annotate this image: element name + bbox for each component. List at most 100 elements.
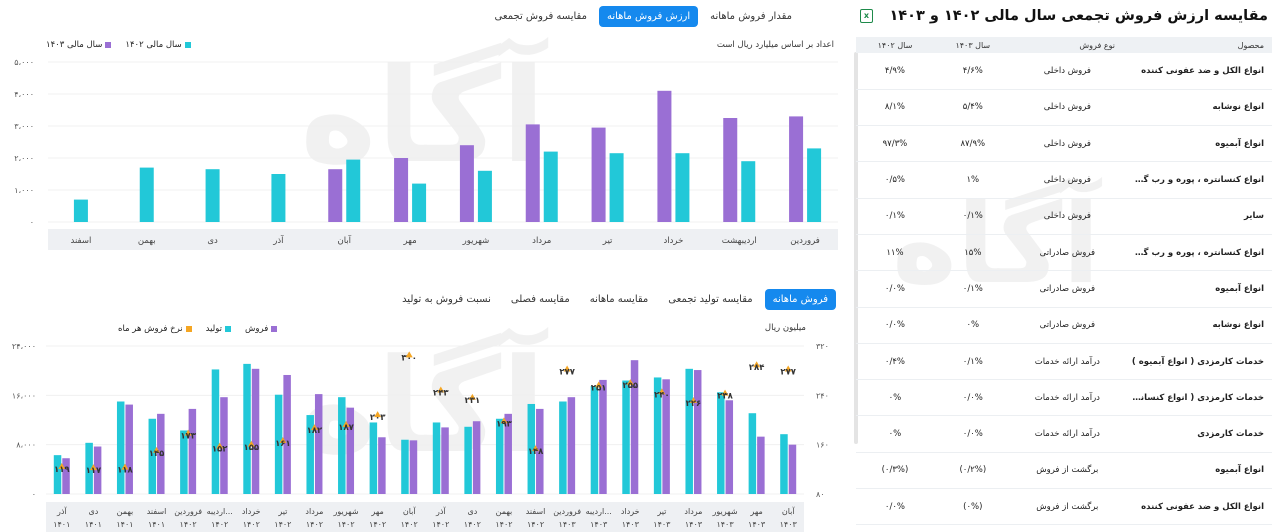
table-row[interactable]: انواع الکل و ضد عفونی کننده فروش داخلی ۴/۶… xyxy=(856,53,1272,90)
bar-1402[interactable] xyxy=(807,148,822,222)
table-row[interactable]: انواع نوشابه فروش صادراتی ۰% ۰/۰% xyxy=(856,307,1272,344)
bar-1403[interactable] xyxy=(459,145,474,222)
bar-1403[interactable] xyxy=(591,127,606,222)
bar-production[interactable] xyxy=(243,363,251,494)
col-header-1403[interactable]: سال ۱۴۰۳ xyxy=(933,37,1012,53)
bar-1403[interactable] xyxy=(394,158,409,222)
legend-item-rate[interactable]: نرخ فروش هر ماه xyxy=(118,324,192,334)
rate-marker[interactable] xyxy=(247,440,255,447)
bar-1403[interactable] xyxy=(789,116,804,222)
table-row[interactable]: انواع آبمیوه فروش صادراتی ۰/۱% ۰/۰% xyxy=(856,270,1272,308)
bar-production[interactable] xyxy=(274,394,283,494)
bar-sales[interactable] xyxy=(283,374,291,494)
bar-sales[interactable] xyxy=(346,407,355,494)
table-row[interactable]: انواع الکل و ضد عفونی کننده برگشت از فروش… xyxy=(856,488,1272,526)
bar-sales[interactable] xyxy=(662,379,670,494)
bottom-tab-4[interactable]: نسبت فروش به تولید xyxy=(402,294,491,305)
bar-1402[interactable] xyxy=(73,199,88,222)
rate-marker[interactable] xyxy=(468,393,476,400)
table-row[interactable]: خدمات کارمزدی درآمد ارائه خدمات ۰/۰% ۰% xyxy=(856,415,1272,453)
bar-production[interactable] xyxy=(148,418,157,494)
col-header-product[interactable]: محصول xyxy=(1122,37,1272,53)
table-row[interactable]: خدمات کارمزدی ( انواع آبمیوه ) درآمد ارائ… xyxy=(856,343,1272,381)
bar-production[interactable] xyxy=(85,442,93,494)
rate-marker[interactable] xyxy=(721,389,729,396)
bar-production[interactable] xyxy=(717,392,725,494)
bottom-tab-2[interactable]: مقایسه ماهانه xyxy=(589,294,649,305)
bar-sales[interactable] xyxy=(757,436,765,494)
bar-production[interactable] xyxy=(685,368,693,494)
bottom-tab-0[interactable]: فروش ماهانه xyxy=(764,289,836,310)
bar-production[interactable] xyxy=(306,415,314,494)
bar-1402[interactable] xyxy=(675,153,690,222)
rate-marker[interactable] xyxy=(689,396,697,403)
bar-production[interactable] xyxy=(338,397,346,494)
rate-marker[interactable] xyxy=(58,462,66,469)
bar-sales[interactable] xyxy=(725,400,734,494)
col-header-sale-type[interactable]: نوع فروش xyxy=(1011,37,1123,53)
bar-production[interactable] xyxy=(211,369,220,494)
bar-production[interactable] xyxy=(401,439,409,494)
bar-production[interactable] xyxy=(780,434,788,494)
rate-marker[interactable] xyxy=(532,445,540,452)
legend-item-1403[interactable]: سال مالی ۱۴۰۳ xyxy=(46,40,112,50)
bar-1402[interactable] xyxy=(139,167,154,222)
excel-export-icon[interactable]: x xyxy=(860,9,873,23)
bar-sales[interactable] xyxy=(220,397,228,494)
bar-sales[interactable] xyxy=(314,394,323,494)
rate-marker[interactable] xyxy=(121,463,129,470)
bar-1402[interactable] xyxy=(346,159,361,222)
rate-marker[interactable] xyxy=(184,429,192,436)
bar-production[interactable] xyxy=(432,422,441,494)
bar-production[interactable] xyxy=(464,426,472,494)
bar-1402[interactable] xyxy=(205,169,220,222)
rate-marker[interactable] xyxy=(279,437,287,444)
bar-production[interactable] xyxy=(653,377,662,494)
rate-marker[interactable] xyxy=(784,365,792,372)
bar-sales[interactable] xyxy=(788,444,797,494)
rate-marker[interactable] xyxy=(563,365,571,372)
table-row[interactable]: سایر فروش داخلی ۰/۱% ۰/۱% xyxy=(856,198,1272,235)
bar-production[interactable] xyxy=(527,403,536,494)
legend-item-sales[interactable]: فروش xyxy=(245,324,278,334)
bar-1402[interactable] xyxy=(412,183,427,222)
bar-sales[interactable] xyxy=(378,437,386,494)
rate-marker[interactable] xyxy=(342,421,350,428)
bar-production[interactable] xyxy=(180,430,188,494)
bar-production[interactable] xyxy=(622,380,630,494)
rate-marker[interactable] xyxy=(310,424,318,431)
rate-marker[interactable] xyxy=(153,446,161,453)
bar-1403[interactable] xyxy=(525,124,540,222)
bar-sales[interactable] xyxy=(536,408,544,494)
bar-production[interactable] xyxy=(116,401,125,495)
bar-sales[interactable] xyxy=(599,379,607,494)
bar-production[interactable] xyxy=(495,418,504,494)
bar-production[interactable] xyxy=(590,386,599,494)
bar-sales[interactable] xyxy=(157,413,165,494)
table-row[interactable]: انواع کنسانتره ، پوره و رب گوجه فرنگیفرو… xyxy=(856,161,1272,199)
rate-marker[interactable] xyxy=(595,381,603,388)
legend-item-1402[interactable]: سال مالی ۱۴۰۲ xyxy=(125,40,191,50)
bar-sales[interactable] xyxy=(630,360,639,494)
bar-production[interactable] xyxy=(748,413,757,494)
bar-1402[interactable] xyxy=(741,161,756,222)
bar-sales[interactable] xyxy=(567,397,576,494)
bar-sales[interactable] xyxy=(693,370,702,494)
bar-sales[interactable] xyxy=(62,458,70,494)
bar-1403[interactable] xyxy=(657,90,672,222)
table-row[interactable]: انواع آبمیوه فروش داخلی ۸۷/۹% ۹۷/۳% xyxy=(856,125,1272,163)
bar-1402[interactable] xyxy=(543,151,558,222)
col-header-1402[interactable]: سال ۱۴۰۲ xyxy=(856,37,934,53)
top-tab-0[interactable]: مقدار فروش ماهانه xyxy=(710,11,792,22)
bar-sales[interactable] xyxy=(93,446,102,494)
rate-marker[interactable] xyxy=(89,464,97,471)
bar-sales[interactable] xyxy=(504,413,512,494)
bar-1403[interactable] xyxy=(723,118,738,222)
bar-sales[interactable] xyxy=(409,440,418,494)
bar-production[interactable] xyxy=(559,401,567,495)
table-row[interactable]: انواع نوشابه فروش داخلی ۵/۴% ۸/۱% xyxy=(856,89,1272,127)
bar-sales[interactable] xyxy=(188,408,197,494)
rate-marker[interactable] xyxy=(437,386,445,393)
legend-item-production[interactable]: تولید xyxy=(206,324,232,334)
bar-1402[interactable] xyxy=(609,153,624,222)
